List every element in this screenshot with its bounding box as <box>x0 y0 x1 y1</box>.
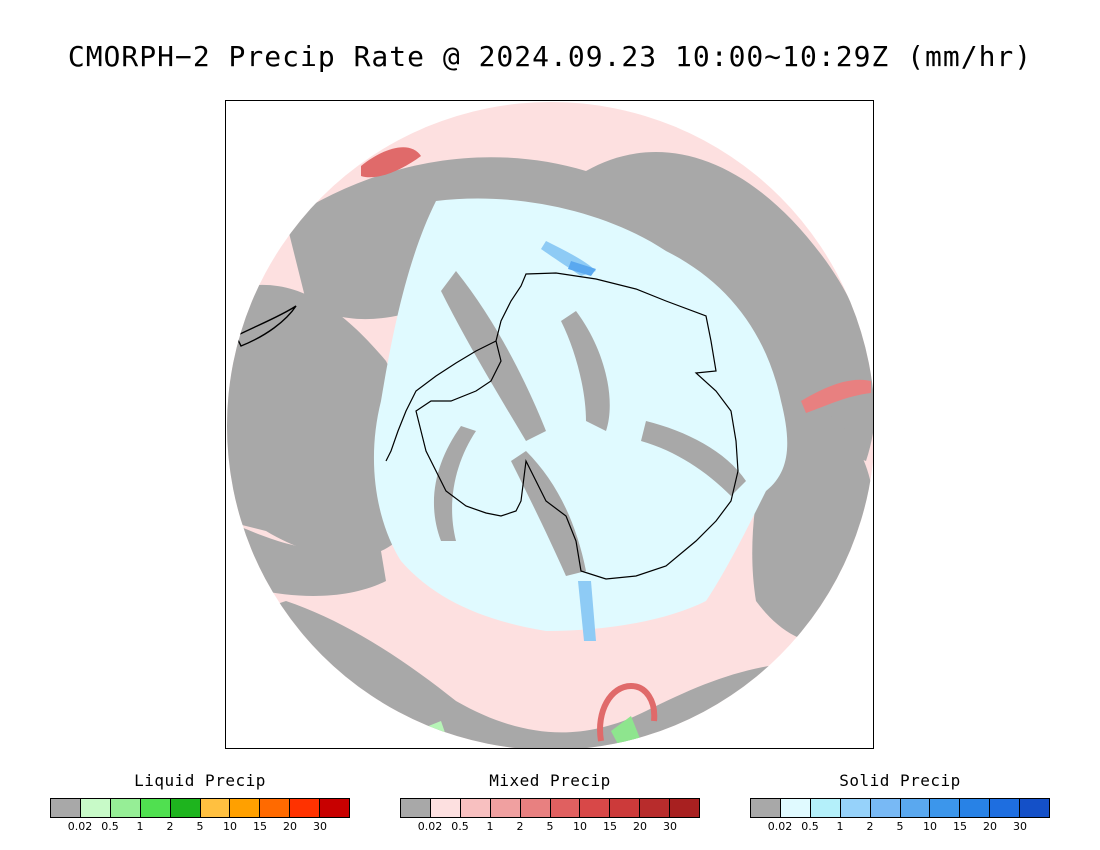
legend-tick-label: 0.02 <box>67 820 93 833</box>
legend-mixed: Mixed Precip 0.02 0.5 1 2 5 10 15 20 30 <box>400 770 700 836</box>
legend-swatch <box>290 799 321 817</box>
legend-ticks: 0.02 0.5 1 2 5 10 15 20 30 <box>750 820 1050 836</box>
legend-tick-label: 10 <box>923 820 937 833</box>
legend-swatch <box>810 799 841 817</box>
mixed-ring-south <box>597 682 658 742</box>
legend-swatch <box>200 799 231 817</box>
legend-swatch <box>401 799 431 817</box>
legend-tick-label: 10 <box>573 820 587 833</box>
legend-swatch <box>1020 799 1050 817</box>
legend-swatch <box>840 799 871 817</box>
mixed-patch-east <box>801 379 871 413</box>
gray-streak-4 <box>641 421 746 496</box>
legend-swatch <box>490 799 521 817</box>
legend-swatch <box>990 799 1021 817</box>
map-title: CMORPH−2 Precip Rate @ 2024.09.23 10:00∼… <box>67 40 1033 73</box>
polar-precip-map <box>227 102 873 748</box>
legend-tick-label: 1 <box>486 820 494 833</box>
legend-tick-label: 0.5 <box>451 820 469 833</box>
legend-swatch <box>870 799 901 817</box>
legend-tick-label: 20 <box>633 820 647 833</box>
legend-tick-label: 15 <box>253 820 267 833</box>
legend-tick-label: 15 <box>953 820 967 833</box>
legend-title: Mixed Precip <box>489 771 611 790</box>
legend-tick-label: 5 <box>896 820 904 833</box>
legend-swatch <box>751 799 781 817</box>
legend-swatch <box>320 799 350 817</box>
legend-swatch <box>550 799 581 817</box>
legend-tick-label: 5 <box>546 820 554 833</box>
gray-streak-2 <box>561 311 610 431</box>
legend-swatch <box>640 799 671 817</box>
legend-tick-label: 20 <box>283 820 297 833</box>
legend-tick-label: 10 <box>223 820 237 833</box>
legend-swatch <box>170 799 201 817</box>
legend-tick-label: 30 <box>313 820 327 833</box>
legend-tick-label: 0.02 <box>417 820 443 833</box>
legend-tick-label: 5 <box>196 820 204 833</box>
legend-color-bar <box>50 798 350 818</box>
mixed-patch-northwest <box>361 147 421 178</box>
legend-tick-label: 30 <box>1013 820 1027 833</box>
legend-tick-label: 30 <box>663 820 677 833</box>
legend-tick-label: 2 <box>166 820 174 833</box>
legend-title: Liquid Precip <box>134 771 266 790</box>
legend-tick-label: 0.5 <box>101 820 119 833</box>
legend-swatch <box>460 799 491 817</box>
map-frame <box>225 100 874 749</box>
legend-tick-label: 1 <box>836 820 844 833</box>
legend-swatch <box>580 799 611 817</box>
legend-swatch <box>430 799 461 817</box>
legend-swatch <box>670 799 700 817</box>
legend-tick-label: 20 <box>983 820 997 833</box>
antarctic-peninsula-coast <box>385 340 497 462</box>
legend-tick-label: 2 <box>516 820 524 833</box>
gray-region-west <box>227 284 417 558</box>
antarctica-coastline <box>415 272 739 580</box>
legend-solid: Solid Precip 0.02 0.5 1 2 5 10 15 20 30 <box>750 770 1050 836</box>
legend-swatch <box>260 799 291 817</box>
gray-region-southwest <box>227 521 386 596</box>
legend-swatch <box>960 799 991 817</box>
legend-swatch <box>51 799 81 817</box>
gray-streak-3 <box>511 451 586 576</box>
legend-tick-label: 1 <box>136 820 144 833</box>
legend-tick-label: 15 <box>603 820 617 833</box>
legend-swatch <box>900 799 931 817</box>
legend-swatch <box>80 799 111 817</box>
legend-swatch <box>110 799 141 817</box>
legend-liquid: Liquid Precip 0.02 0.5 1 2 5 10 15 20 30 <box>50 770 350 836</box>
south-america-tip <box>235 305 297 347</box>
snow-band-mid-north <box>568 261 596 276</box>
legend-tick-label: 0.02 <box>767 820 793 833</box>
legend-tick-label: 0.5 <box>801 820 819 833</box>
snow-band-blue-south <box>578 581 596 641</box>
legend-swatch <box>140 799 171 817</box>
legend-swatch <box>230 799 261 817</box>
gray-streak-5 <box>433 426 476 541</box>
legend-swatch <box>780 799 811 817</box>
legend-swatch <box>610 799 641 817</box>
legend-swatch <box>930 799 961 817</box>
legend-swatch <box>520 799 551 817</box>
legend-title: Solid Precip <box>839 771 961 790</box>
legend-color-bar <box>400 798 700 818</box>
gray-streak-1 <box>441 271 546 441</box>
legend-tick-label: 2 <box>866 820 874 833</box>
legend-ticks: 0.02 0.5 1 2 5 10 15 20 30 <box>50 820 350 836</box>
legend-color-bar <box>750 798 1050 818</box>
legend-ticks: 0.02 0.5 1 2 5 10 15 20 30 <box>400 820 700 836</box>
